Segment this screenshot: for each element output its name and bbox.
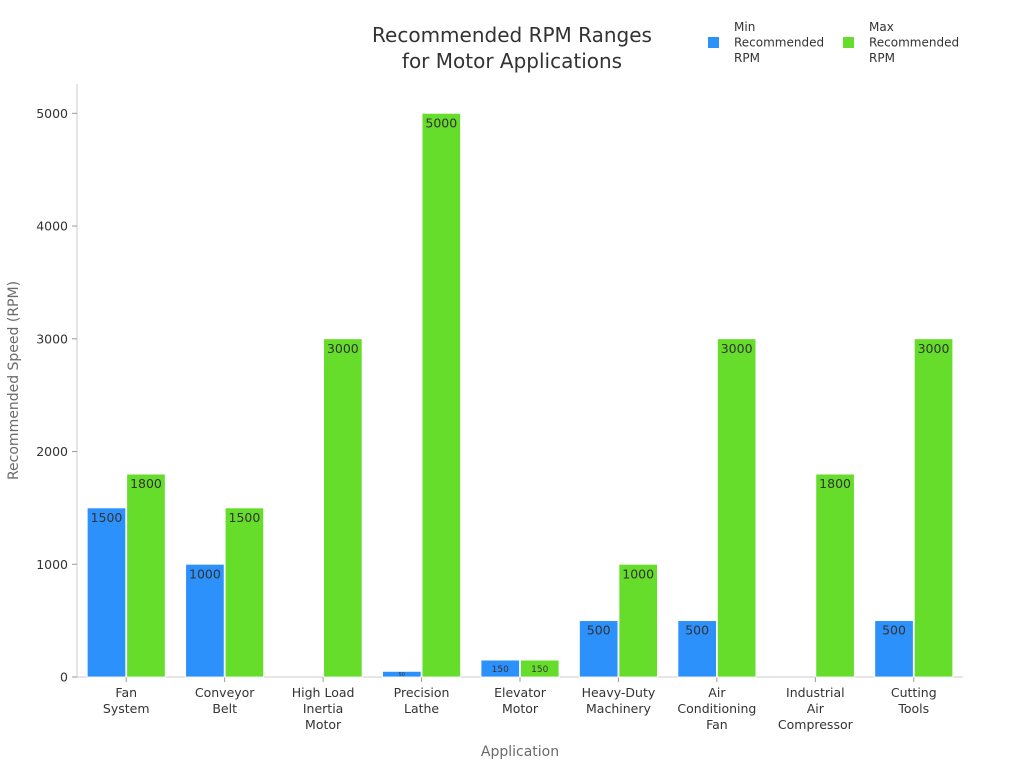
data-label: 1800 [130, 476, 162, 491]
x-tick-label: Air [807, 701, 825, 716]
bar [421, 112, 461, 678]
x-tick-label: Belt [212, 701, 237, 716]
x-axis-title: Application [481, 744, 559, 760]
bar [480, 659, 520, 678]
data-label: 1500 [91, 510, 123, 525]
data-label: 150 [531, 665, 548, 675]
bar [185, 563, 225, 678]
bar [618, 563, 658, 678]
legend-label: Recommended [734, 36, 824, 50]
y-axis-title: Recommended Speed (RPM) [6, 281, 22, 480]
x-tick-label: Inertia [303, 701, 343, 716]
bar [677, 620, 717, 678]
x-tick-label: Compressor [778, 717, 854, 732]
data-label: 1000 [622, 566, 654, 581]
bar [382, 670, 422, 678]
x-tick-label: Industrial [786, 685, 845, 700]
x-tick-label: Lathe [404, 701, 439, 716]
legend-label: RPM [734, 51, 760, 65]
legend-label: RPM [869, 51, 895, 65]
legend-label: Recommended [869, 36, 959, 50]
data-label: 150 [492, 665, 509, 675]
legend-swatch [843, 37, 854, 48]
data-label: 50 [399, 672, 405, 678]
x-tick-label: Motor [305, 717, 342, 732]
x-tick-label: Elevator [494, 685, 547, 700]
y-tick-label: 3000 [36, 331, 68, 346]
bar [520, 659, 560, 678]
data-label: 500 [882, 623, 906, 638]
bars [86, 112, 954, 678]
bar [874, 620, 914, 678]
data-label: 1800 [819, 476, 851, 491]
y-tick-label: 0 [60, 670, 68, 685]
data-label: 500 [685, 623, 709, 638]
y-tick-label: 4000 [36, 219, 68, 234]
x-tick-label: Heavy-Duty [582, 685, 656, 700]
x-tick-label: Machinery [586, 701, 651, 716]
bar [579, 620, 619, 678]
data-label: 1500 [229, 510, 261, 525]
x-tick-label: Conditioning [677, 701, 756, 716]
bar [716, 338, 757, 678]
legend-label: Min [734, 20, 755, 34]
bar [224, 507, 265, 678]
bar [126, 473, 166, 678]
bar [913, 338, 954, 678]
bar [86, 507, 127, 678]
data-label: 3000 [918, 341, 950, 356]
x-tick-label: Fan [706, 717, 728, 732]
data-label: 5000 [425, 115, 457, 130]
x-tick-label: System [103, 701, 150, 716]
legend-swatch [708, 37, 719, 48]
axes: 010002000300040005000FanSystemConveyorBe… [6, 84, 963, 760]
y-tick-label: 5000 [36, 106, 68, 121]
x-tick-label: Tools [897, 701, 929, 716]
y-tick-label: 1000 [36, 557, 68, 572]
x-tick-label: Conveyor [195, 685, 255, 700]
bar [815, 473, 855, 678]
y-tick-label: 2000 [36, 444, 68, 459]
x-tick-label: Air [708, 685, 726, 700]
data-label: 1000 [189, 566, 221, 581]
x-tick-label: Cutting [891, 685, 937, 700]
data-label: 3000 [721, 341, 753, 356]
data-label: 500 [587, 623, 611, 638]
x-tick-label: Motor [502, 701, 539, 716]
x-tick-label: Fan [115, 685, 137, 700]
chart-title-line: for Motor Applications [402, 49, 622, 73]
data-labels: 1500 1000 50 150 500 500 500 1800 1500 3000 5000 15… [91, 115, 950, 678]
chart-title-line: Recommended RPM Ranges [372, 23, 652, 47]
bar [323, 338, 363, 678]
legend-label: Max [869, 20, 894, 34]
x-tick-label: High Load [292, 685, 355, 700]
data-label: 3000 [327, 341, 359, 356]
x-tick-label: Precision [394, 685, 450, 700]
